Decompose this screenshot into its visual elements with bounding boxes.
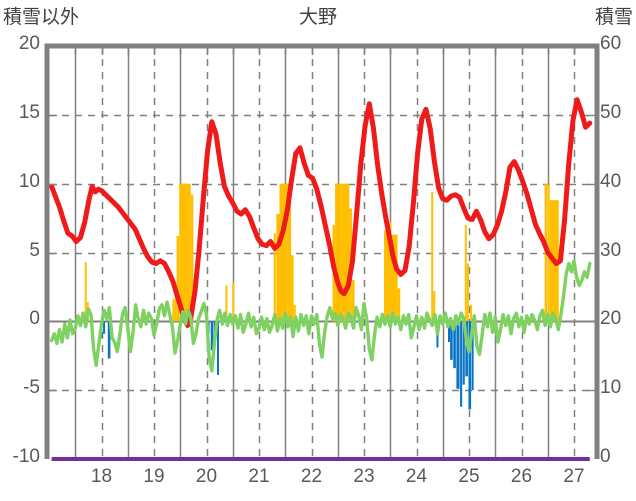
y-axis-tick-label-left: -5 bbox=[23, 377, 40, 399]
snowfall-bar bbox=[225, 285, 228, 322]
snowfall-bar bbox=[273, 233, 276, 322]
y-axis-tick-label-right: 30 bbox=[600, 239, 622, 261]
y-axis-tick-label-left: 5 bbox=[29, 239, 40, 261]
snow-decrease-bar bbox=[453, 321, 456, 369]
x-axis-tick-label: 25 bbox=[458, 466, 480, 487]
left-axis-title: 積雪以外 bbox=[3, 7, 80, 28]
y-axis-tick-label-right: 0 bbox=[600, 446, 611, 467]
x-axis-tick-label: 22 bbox=[300, 466, 323, 487]
y-axis-tick-label-right: 20 bbox=[600, 308, 622, 330]
series-line bbox=[49, 97, 593, 328]
snowfall-bar bbox=[293, 304, 296, 322]
snow-decrease-bar bbox=[448, 321, 450, 342]
snowfall-bar bbox=[232, 282, 235, 322]
snow-decrease-bar bbox=[107, 321, 111, 359]
series-lines-layer bbox=[49, 97, 593, 461]
snowfall-bar bbox=[466, 263, 469, 322]
snowfall-bar bbox=[383, 230, 387, 322]
snowfall-bar bbox=[276, 213, 280, 322]
y-axis-tick-label-left: -10 bbox=[12, 446, 40, 467]
snowfall-bar bbox=[172, 299, 175, 322]
y-axis-tick-label-left: 0 bbox=[29, 308, 40, 330]
snow-decrease-bar bbox=[460, 321, 463, 407]
snow-decrease-bar bbox=[103, 321, 106, 334]
y-axis-tick-label-right: 10 bbox=[600, 377, 622, 399]
snow-decrease-bar bbox=[450, 321, 453, 360]
y-axis-tick-label-left: 20 bbox=[18, 33, 40, 54]
y-axis-tick-label-right: 50 bbox=[600, 101, 622, 123]
x-axis-tick-label: 20 bbox=[195, 466, 218, 487]
snowfall-bar bbox=[470, 304, 473, 322]
x-axis-tick-label: 26 bbox=[510, 466, 533, 487]
snow-decrease-bar bbox=[217, 321, 219, 376]
series-line bbox=[49, 259, 592, 373]
y-axis-tick-label-right: 40 bbox=[600, 170, 622, 192]
snowfall-bar bbox=[433, 291, 436, 322]
x-axis-tick-label: 18 bbox=[90, 466, 113, 487]
snowfall-bar bbox=[174, 288, 177, 322]
x-axis-tick-label: 27 bbox=[563, 466, 585, 487]
snow-decrease-bar bbox=[471, 321, 474, 391]
x-axis-tick-label: 21 bbox=[248, 466, 270, 487]
x-axis-tick-label: 23 bbox=[353, 466, 375, 487]
snowfall-bar bbox=[291, 255, 294, 322]
snowfall-bar bbox=[287, 202, 292, 322]
snowfall-bar bbox=[391, 234, 398, 322]
snowfall-bar bbox=[179, 183, 191, 322]
y-axis-tick-label-left: 15 bbox=[18, 101, 40, 123]
plot-border bbox=[44, 43, 600, 459]
y-axis-tick-label-right: 60 bbox=[600, 33, 622, 54]
snow-decrease-bar bbox=[210, 321, 214, 351]
snowfall-bar bbox=[431, 191, 434, 322]
snow-decrease-bar bbox=[456, 321, 460, 389]
snowfall-bar bbox=[335, 183, 339, 322]
snow-decrease-bar bbox=[462, 321, 465, 385]
snowfall-bar bbox=[176, 235, 180, 322]
snowfall-bar bbox=[338, 183, 350, 322]
right-axis-title: 積雪 bbox=[594, 7, 633, 28]
snowfall-bar bbox=[84, 262, 87, 322]
y-axis-tick-label-left: 10 bbox=[18, 170, 40, 192]
snowfall-bar bbox=[464, 224, 467, 322]
grid-layer bbox=[49, 46, 595, 459]
snowfall-bar bbox=[190, 194, 194, 322]
plot-frame bbox=[44, 43, 600, 459]
snowfall-bar bbox=[397, 288, 401, 322]
x-axis-tick-label: 19 bbox=[143, 466, 165, 487]
snowfall-bar bbox=[279, 183, 288, 322]
chart-title: 大野 bbox=[298, 7, 337, 28]
x-axis-tick-label: 24 bbox=[405, 466, 428, 487]
snowfall-bar bbox=[351, 280, 355, 322]
snow-decrease-bar bbox=[468, 321, 472, 410]
snowfall-bar bbox=[386, 222, 392, 322]
